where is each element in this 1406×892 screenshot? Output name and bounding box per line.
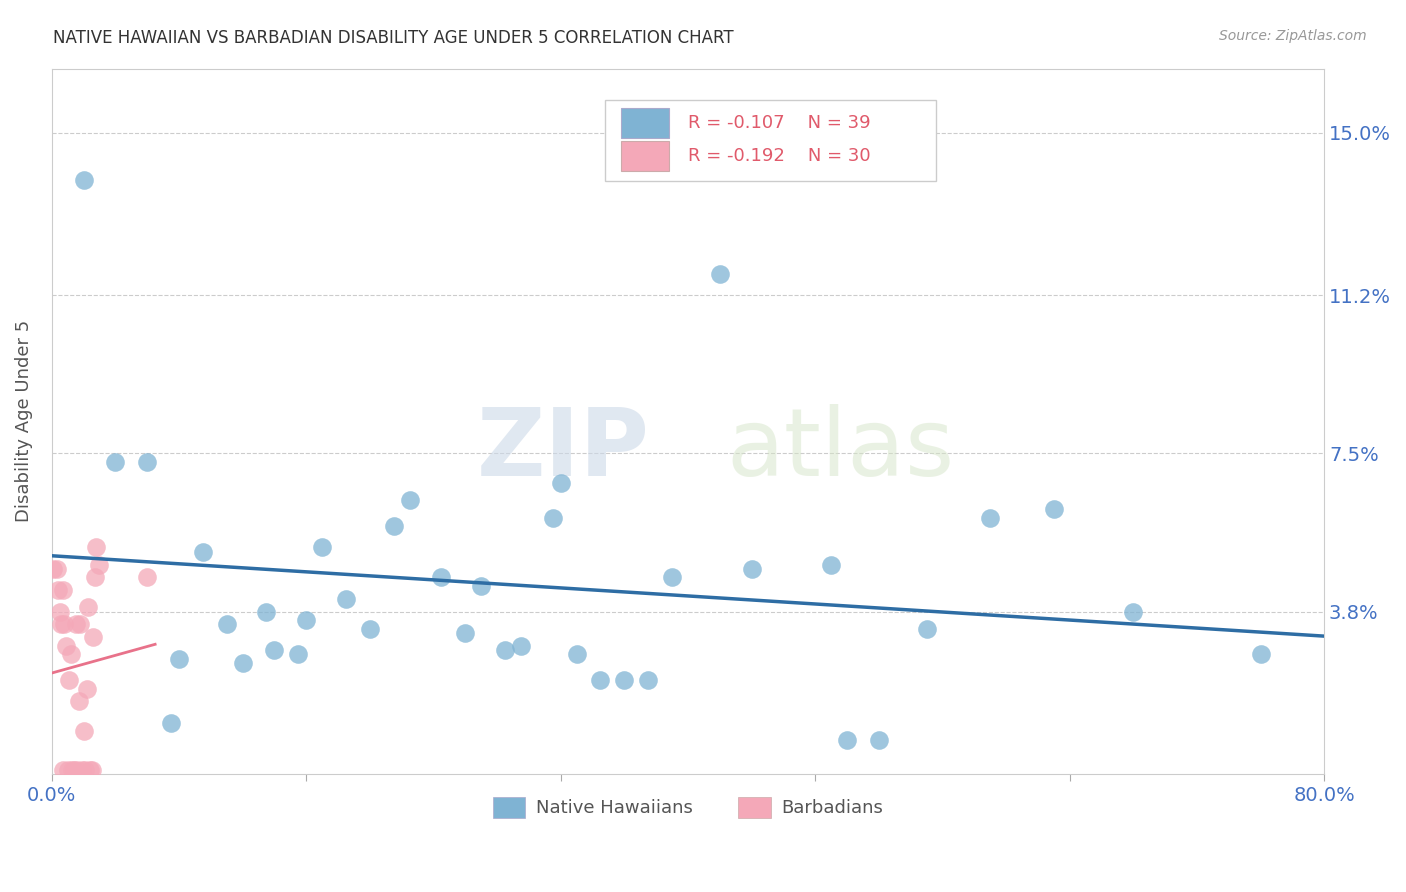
Point — [80, 763, 103, 777]
Point — [136, 455, 159, 469]
Point — [82, 630, 104, 644]
Point — [637, 673, 659, 687]
Point — [256, 605, 278, 619]
Point — [59, 648, 82, 662]
Point — [70, 763, 93, 777]
Point — [613, 673, 636, 687]
Point — [661, 570, 683, 584]
Point — [63, 763, 86, 777]
Point — [1122, 605, 1144, 619]
Text: NATIVE HAWAIIAN VS BARBADIAN DISABILITY AGE UNDER 5 CORRELATION CHART: NATIVE HAWAIIAN VS BARBADIAN DISABILITY … — [53, 29, 734, 46]
Text: R = -0.107    N = 39: R = -0.107 N = 39 — [688, 114, 870, 132]
Point — [335, 591, 357, 606]
Point — [160, 715, 183, 730]
Point — [48, 605, 70, 619]
Point — [72, 172, 94, 186]
Legend: Native Hawaiians, Barbadians: Native Hawaiians, Barbadians — [485, 789, 890, 825]
Point — [494, 643, 516, 657]
Point — [709, 267, 731, 281]
Point — [295, 613, 318, 627]
Point — [1250, 648, 1272, 662]
Point — [915, 622, 938, 636]
Point — [287, 648, 309, 662]
Point — [56, 763, 79, 777]
Point — [398, 493, 420, 508]
Point — [470, 579, 492, 593]
Point — [541, 510, 564, 524]
Point — [820, 558, 842, 572]
Point — [84, 541, 107, 555]
Point — [263, 643, 285, 657]
Point — [67, 694, 90, 708]
Point — [62, 763, 84, 777]
Point — [232, 656, 254, 670]
Bar — [620, 141, 669, 171]
Point — [65, 617, 87, 632]
Point — [136, 570, 159, 584]
Point — [72, 724, 94, 739]
Point — [979, 510, 1001, 524]
Point — [868, 733, 890, 747]
Point — [52, 763, 75, 777]
Text: atlas: atlas — [725, 403, 955, 496]
Point — [66, 763, 89, 777]
Point — [510, 639, 533, 653]
FancyBboxPatch shape — [605, 100, 936, 181]
Point — [79, 763, 101, 777]
Point — [104, 455, 127, 469]
Text: ZIP: ZIP — [477, 403, 650, 496]
Point — [382, 519, 405, 533]
Point — [430, 570, 453, 584]
Point — [51, 617, 73, 632]
Point — [45, 562, 67, 576]
Point — [191, 545, 214, 559]
Point — [454, 626, 477, 640]
Point — [550, 476, 572, 491]
Point — [76, 681, 98, 696]
Point — [565, 648, 588, 662]
Point — [77, 600, 100, 615]
Point — [52, 583, 75, 598]
Point — [42, 562, 65, 576]
Point — [89, 558, 111, 572]
Point — [53, 617, 76, 632]
Point — [741, 562, 763, 576]
Point — [69, 617, 91, 632]
Y-axis label: Disability Age Under 5: Disability Age Under 5 — [15, 320, 32, 523]
Point — [75, 763, 97, 777]
Point — [83, 570, 105, 584]
Bar — [620, 108, 669, 137]
Point — [215, 617, 238, 632]
Point — [58, 673, 80, 687]
Point — [167, 651, 190, 665]
Point — [835, 733, 858, 747]
Point — [359, 622, 381, 636]
Point — [311, 541, 333, 555]
Point — [55, 639, 77, 653]
Text: R = -0.192    N = 30: R = -0.192 N = 30 — [688, 147, 870, 165]
Point — [46, 583, 69, 598]
Point — [1042, 502, 1064, 516]
Point — [589, 673, 612, 687]
Text: Source: ZipAtlas.com: Source: ZipAtlas.com — [1219, 29, 1367, 43]
